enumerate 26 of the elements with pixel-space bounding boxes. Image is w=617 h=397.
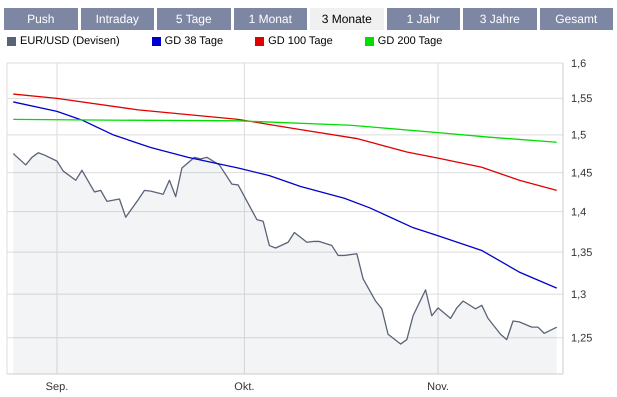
y-tick-label: 1,6 xyxy=(571,58,586,70)
line-series xyxy=(12,118,558,143)
y-tick-label: 1,55 xyxy=(571,93,592,106)
x-tick-label: Sep. xyxy=(46,380,68,393)
tab[interactable]: Intraday xyxy=(80,8,154,30)
y-tick-label: 1,25 xyxy=(571,332,592,345)
x-tick-label: Nov. xyxy=(427,380,449,393)
y-tick-label: 1,35 xyxy=(571,247,592,260)
tab[interactable]: 3 Monate xyxy=(310,8,384,30)
line-series xyxy=(12,93,558,192)
legend-label: GD 100 Tage xyxy=(268,35,333,47)
tab[interactable]: 3 Jahre xyxy=(463,8,536,30)
y-tick-label: 1,45 xyxy=(571,167,592,180)
y-tick-label: 1,4 xyxy=(571,206,586,219)
legend-label: GD 38 Tage xyxy=(164,35,224,47)
tab[interactable]: Gesamt xyxy=(540,8,613,30)
tab[interactable]: 1 Jahr xyxy=(386,8,460,30)
line-series xyxy=(12,101,558,289)
x-tick-label: Okt. xyxy=(234,380,254,393)
legend-label: GD 200 Tage xyxy=(378,35,442,47)
y-tick-label: 1,3 xyxy=(571,289,586,302)
tab[interactable]: Push xyxy=(4,8,78,30)
y-tick-label: 1,5 xyxy=(571,130,586,142)
tab[interactable]: 5 Tage xyxy=(157,8,230,30)
legend-label: EUR/USD (Devisen) xyxy=(20,35,120,47)
tab[interactable]: 1 Monat xyxy=(234,8,307,30)
